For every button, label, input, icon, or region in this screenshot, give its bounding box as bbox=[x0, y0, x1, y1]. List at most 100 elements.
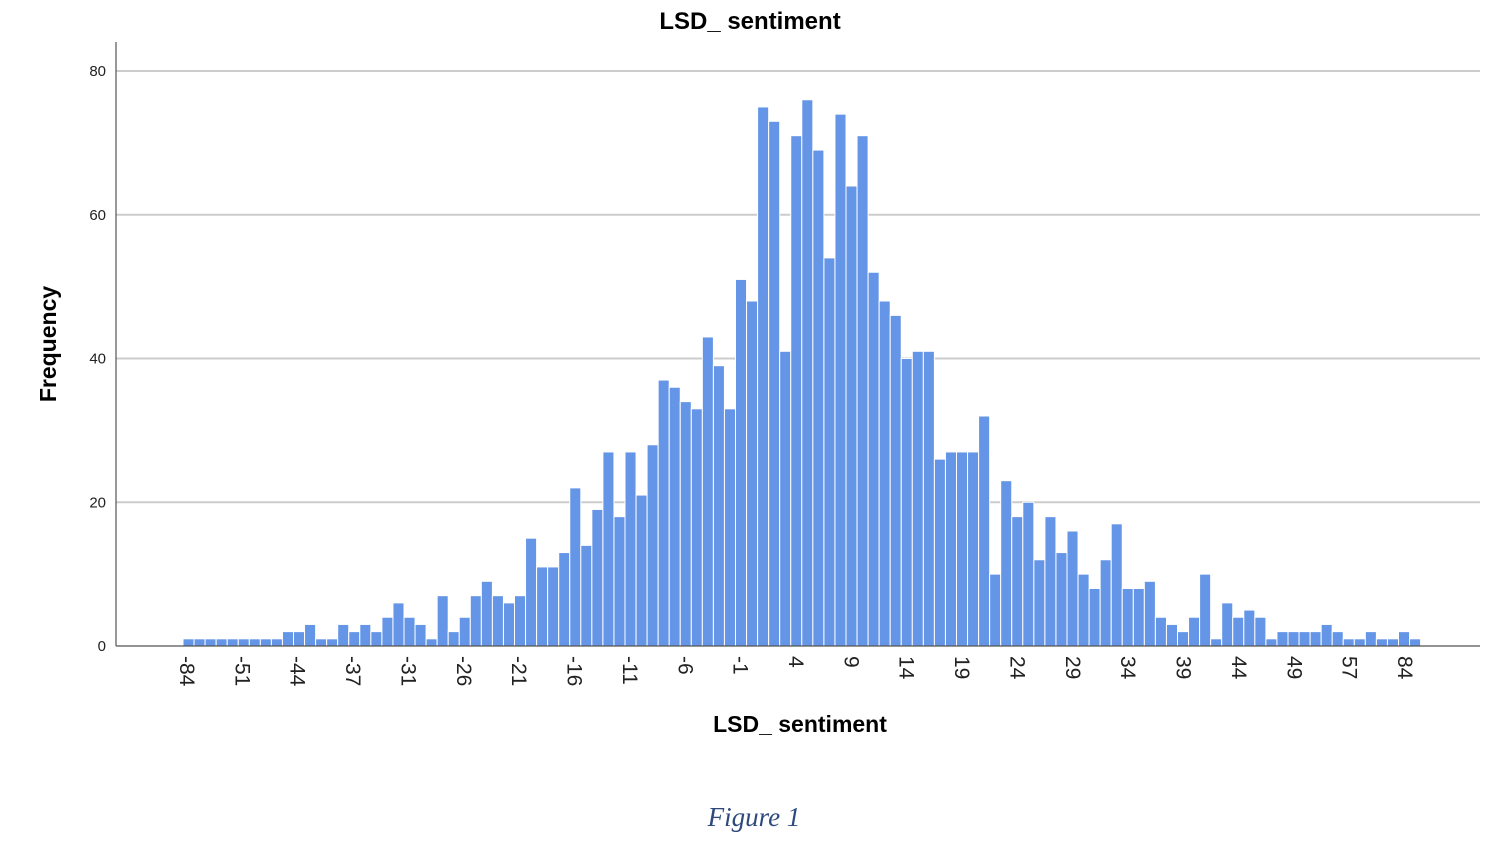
x-tick-label: -1 bbox=[729, 656, 752, 675]
histogram-bar bbox=[900, 358, 913, 647]
histogram-bar bbox=[779, 350, 792, 647]
histogram-bar bbox=[1243, 609, 1256, 647]
histogram-bar bbox=[889, 314, 902, 647]
x-tick-label: 34 bbox=[1116, 656, 1139, 680]
histogram-bar bbox=[668, 386, 681, 647]
histogram-bar bbox=[812, 149, 825, 647]
histogram-bar bbox=[1210, 638, 1223, 647]
histogram-bar bbox=[1298, 631, 1311, 647]
histogram-bar bbox=[237, 638, 250, 647]
histogram-bar bbox=[403, 616, 416, 647]
x-tick-label: -6 bbox=[673, 656, 696, 675]
histogram-bar bbox=[536, 566, 549, 647]
histogram-bar bbox=[281, 631, 295, 647]
histogram-bar bbox=[613, 516, 626, 647]
histogram-bar bbox=[735, 278, 748, 647]
histogram-bar bbox=[657, 379, 670, 647]
histogram-bar bbox=[1221, 602, 1234, 647]
histogram-bar bbox=[679, 401, 692, 647]
histogram-bar bbox=[458, 616, 471, 647]
histogram-bar bbox=[1165, 623, 1178, 647]
histogram-bar bbox=[1409, 638, 1422, 647]
histogram-bar bbox=[823, 257, 836, 647]
histogram-bar bbox=[502, 602, 516, 647]
histogram-bar bbox=[1276, 631, 1289, 647]
histogram-bar bbox=[370, 631, 383, 647]
histogram-bar bbox=[381, 616, 394, 647]
y-tick-label: 40 bbox=[89, 351, 106, 368]
histogram-bar bbox=[304, 623, 317, 647]
histogram-bar bbox=[757, 106, 770, 647]
histogram-bar bbox=[1022, 501, 1035, 647]
histogram-bar bbox=[215, 638, 228, 647]
histogram-bar bbox=[1177, 631, 1190, 647]
x-tick-label: 44 bbox=[1227, 656, 1250, 680]
histogram-bar bbox=[790, 135, 803, 647]
x-tick-label: -84 bbox=[175, 656, 198, 687]
histogram-bar bbox=[911, 350, 924, 647]
x-tick-label: 14 bbox=[895, 656, 918, 680]
histogram-bar bbox=[414, 623, 427, 647]
histogram-bar bbox=[525, 537, 538, 647]
histogram-bar bbox=[646, 444, 659, 647]
x-tick-label: -51 bbox=[230, 656, 253, 686]
histogram-bar bbox=[248, 638, 261, 647]
histogram-bar bbox=[326, 638, 339, 647]
histogram-bar bbox=[1320, 623, 1333, 647]
x-tick-label: -16 bbox=[563, 656, 586, 686]
figure-caption: Figure 1 bbox=[707, 802, 801, 832]
histogram-bar bbox=[315, 638, 328, 647]
x-tick-label: 39 bbox=[1172, 656, 1195, 679]
histogram-bar bbox=[624, 451, 637, 647]
histogram-bar bbox=[1254, 616, 1267, 647]
y-axis-ticks: 0 20 40 60 80 bbox=[89, 63, 106, 655]
histogram-bar bbox=[547, 566, 560, 647]
histogram-bar bbox=[226, 638, 239, 647]
x-tick-label: -44 bbox=[286, 656, 309, 687]
histogram-bar bbox=[580, 544, 593, 647]
histogram-bar bbox=[491, 595, 504, 647]
y-tick-label: 20 bbox=[89, 494, 106, 511]
histogram-bar bbox=[1066, 530, 1079, 647]
x-tick-label: 57 bbox=[1338, 656, 1361, 679]
x-tick-label: 49 bbox=[1282, 656, 1305, 679]
histogram-bar bbox=[436, 595, 449, 647]
histogram-bar bbox=[635, 494, 648, 647]
histogram-bar bbox=[967, 451, 980, 647]
x-tick-label: 24 bbox=[1005, 656, 1028, 680]
x-tick-label: 19 bbox=[950, 656, 973, 679]
histogram-bar bbox=[602, 451, 615, 647]
x-tick-label: 9 bbox=[839, 656, 862, 668]
histogram-bar bbox=[1044, 516, 1057, 647]
histogram-bar bbox=[558, 552, 571, 647]
histogram-bar bbox=[182, 638, 195, 647]
x-axis-ticks: -84 -51 -44 -37 -31 -26 -21 -16 -11 -6 -1 4 9 14 19 24 2… bbox=[175, 656, 1416, 687]
x-tick-label: 4 bbox=[784, 656, 807, 668]
histogram-chart: LSD_ sentiment 0 20 40 60 80 -84 -51 -44 -37 -31… bbox=[35, 8, 1480, 737]
histogram-bar bbox=[1232, 616, 1245, 647]
histogram-bar bbox=[1188, 616, 1201, 647]
histogram-bar bbox=[480, 580, 493, 647]
histogram-bar bbox=[1287, 631, 1300, 647]
x-tick-label: -11 bbox=[618, 656, 641, 685]
histogram-bar bbox=[1088, 588, 1101, 647]
histogram-bar bbox=[878, 300, 891, 647]
histogram-bar bbox=[701, 336, 714, 647]
histogram-bar bbox=[1033, 559, 1046, 647]
x-tick-label: 84 bbox=[1393, 656, 1416, 680]
histogram-bar bbox=[856, 135, 869, 647]
histogram-bar bbox=[1055, 552, 1068, 647]
histogram-bar bbox=[1121, 588, 1134, 647]
histogram-bar bbox=[469, 595, 482, 647]
histogram-bar bbox=[1398, 631, 1411, 647]
histogram-bar bbox=[293, 631, 306, 647]
histogram-bar bbox=[1132, 588, 1145, 647]
histogram-bar bbox=[337, 623, 350, 647]
histogram-bar bbox=[1375, 638, 1388, 647]
histogram-bar bbox=[723, 408, 737, 647]
histogram-bar bbox=[359, 623, 372, 647]
histogram-bar bbox=[867, 271, 880, 647]
histogram-bar bbox=[1199, 573, 1212, 647]
histogram-bar bbox=[801, 99, 814, 647]
histogram-bar bbox=[1110, 523, 1123, 647]
